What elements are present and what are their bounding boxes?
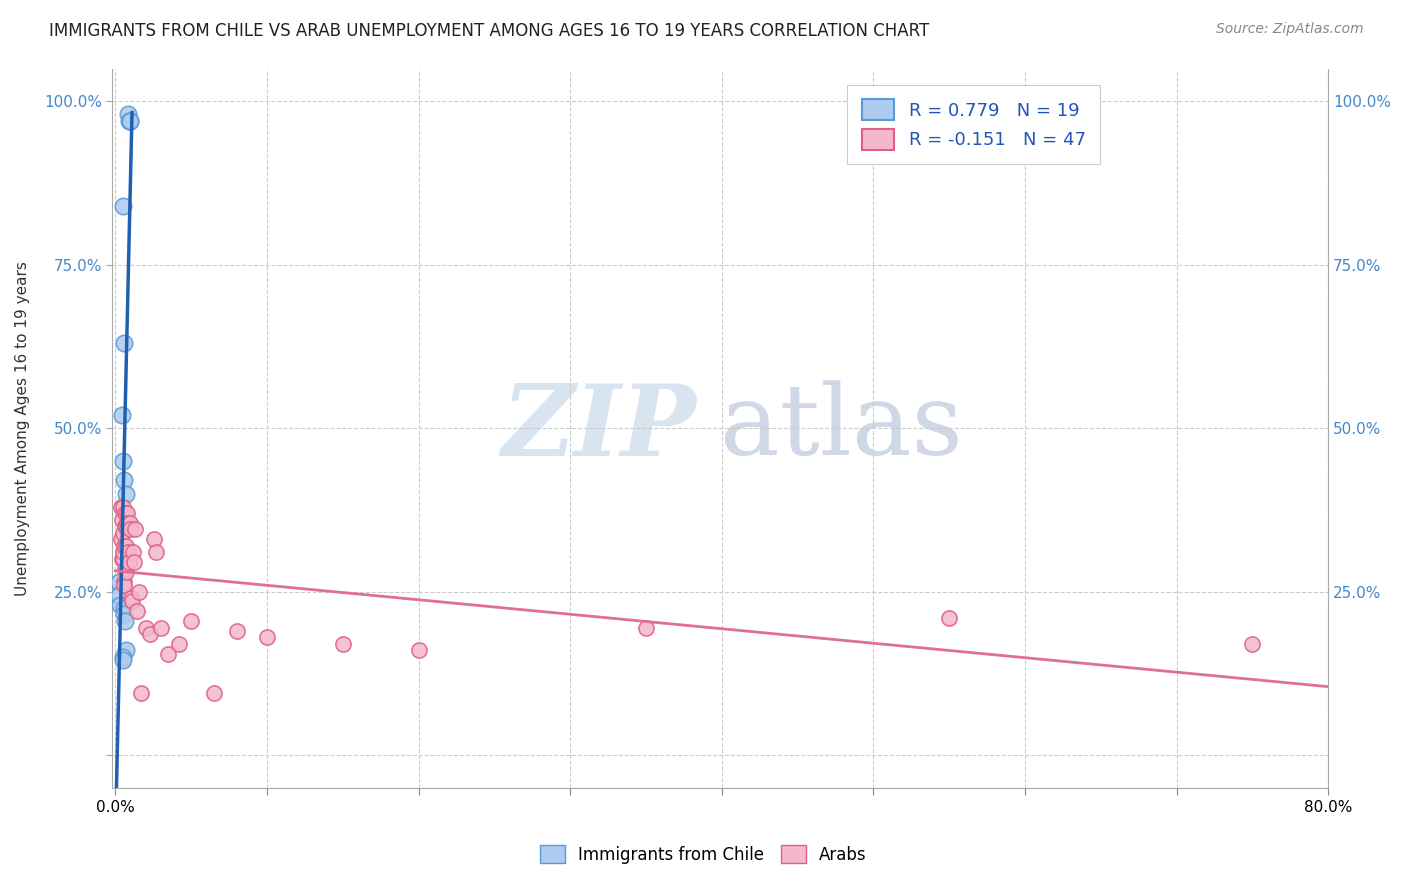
Point — [634, 621, 657, 635]
Point — [111, 525, 134, 540]
Point — [125, 604, 148, 618]
Point — [135, 621, 157, 635]
Text: Source: ZipAtlas.com: Source: ZipAtlas.com — [1216, 22, 1364, 37]
Point — [112, 474, 135, 488]
Point — [129, 686, 152, 700]
Text: IMMIGRANTS FROM CHILE VS ARAB UNEMPLOYMENT AMONG AGES 16 TO 19 YEARS CORRELATION: IMMIGRANTS FROM CHILE VS ARAB UNEMPLOYME… — [49, 22, 929, 40]
Point — [114, 336, 136, 351]
Point — [108, 598, 131, 612]
Point — [112, 578, 135, 592]
Point — [108, 574, 131, 589]
Point — [117, 545, 139, 559]
Text: atlas: atlas — [720, 380, 963, 476]
Point — [112, 574, 135, 589]
Point — [139, 627, 162, 641]
Point — [112, 653, 135, 667]
Point — [112, 607, 135, 622]
Point — [121, 594, 143, 608]
Point — [120, 113, 142, 128]
Point — [115, 506, 138, 520]
Point — [332, 637, 354, 651]
Point — [408, 643, 430, 657]
Point — [108, 588, 131, 602]
Point — [112, 601, 135, 615]
Point — [111, 552, 134, 566]
Point — [115, 643, 138, 657]
Point — [114, 539, 136, 553]
Point — [118, 113, 141, 128]
Point — [111, 500, 134, 514]
Point — [128, 584, 150, 599]
Point — [157, 647, 180, 661]
Point — [149, 621, 172, 635]
Point — [225, 624, 247, 638]
Point — [117, 516, 139, 530]
Legend: Immigrants from Chile, Arabs: Immigrants from Chile, Arabs — [533, 838, 873, 871]
Point — [111, 552, 134, 566]
Point — [118, 516, 141, 530]
Point — [115, 519, 138, 533]
Point — [256, 631, 278, 645]
Point — [180, 614, 202, 628]
Point — [114, 562, 136, 576]
Point — [111, 650, 134, 665]
Point — [202, 686, 225, 700]
Point — [118, 555, 141, 569]
Point — [112, 545, 135, 559]
Point — [145, 545, 167, 559]
Point — [111, 199, 134, 213]
Point — [121, 545, 143, 559]
Point — [122, 555, 145, 569]
Y-axis label: Unemployment Among Ages 16 to 19 years: Unemployment Among Ages 16 to 19 years — [15, 260, 30, 596]
Point — [118, 113, 141, 128]
Point — [110, 500, 132, 514]
Point — [120, 523, 142, 537]
Point — [114, 614, 136, 628]
Legend: R = 0.779   N = 19, R = -0.151   N = 47: R = 0.779 N = 19, R = -0.151 N = 47 — [848, 85, 1101, 164]
Text: ZIP: ZIP — [501, 380, 696, 476]
Point — [120, 591, 142, 606]
Point — [111, 513, 134, 527]
Point — [115, 486, 138, 500]
Point — [938, 611, 960, 625]
Point — [114, 539, 136, 553]
Point — [114, 506, 136, 520]
Point — [117, 107, 139, 121]
Point — [111, 454, 134, 468]
Point — [1241, 637, 1264, 651]
Point — [111, 408, 134, 422]
Point — [167, 637, 190, 651]
Point — [115, 565, 138, 579]
Point — [143, 533, 166, 547]
Point — [110, 533, 132, 547]
Point — [114, 519, 136, 533]
Point — [124, 523, 146, 537]
